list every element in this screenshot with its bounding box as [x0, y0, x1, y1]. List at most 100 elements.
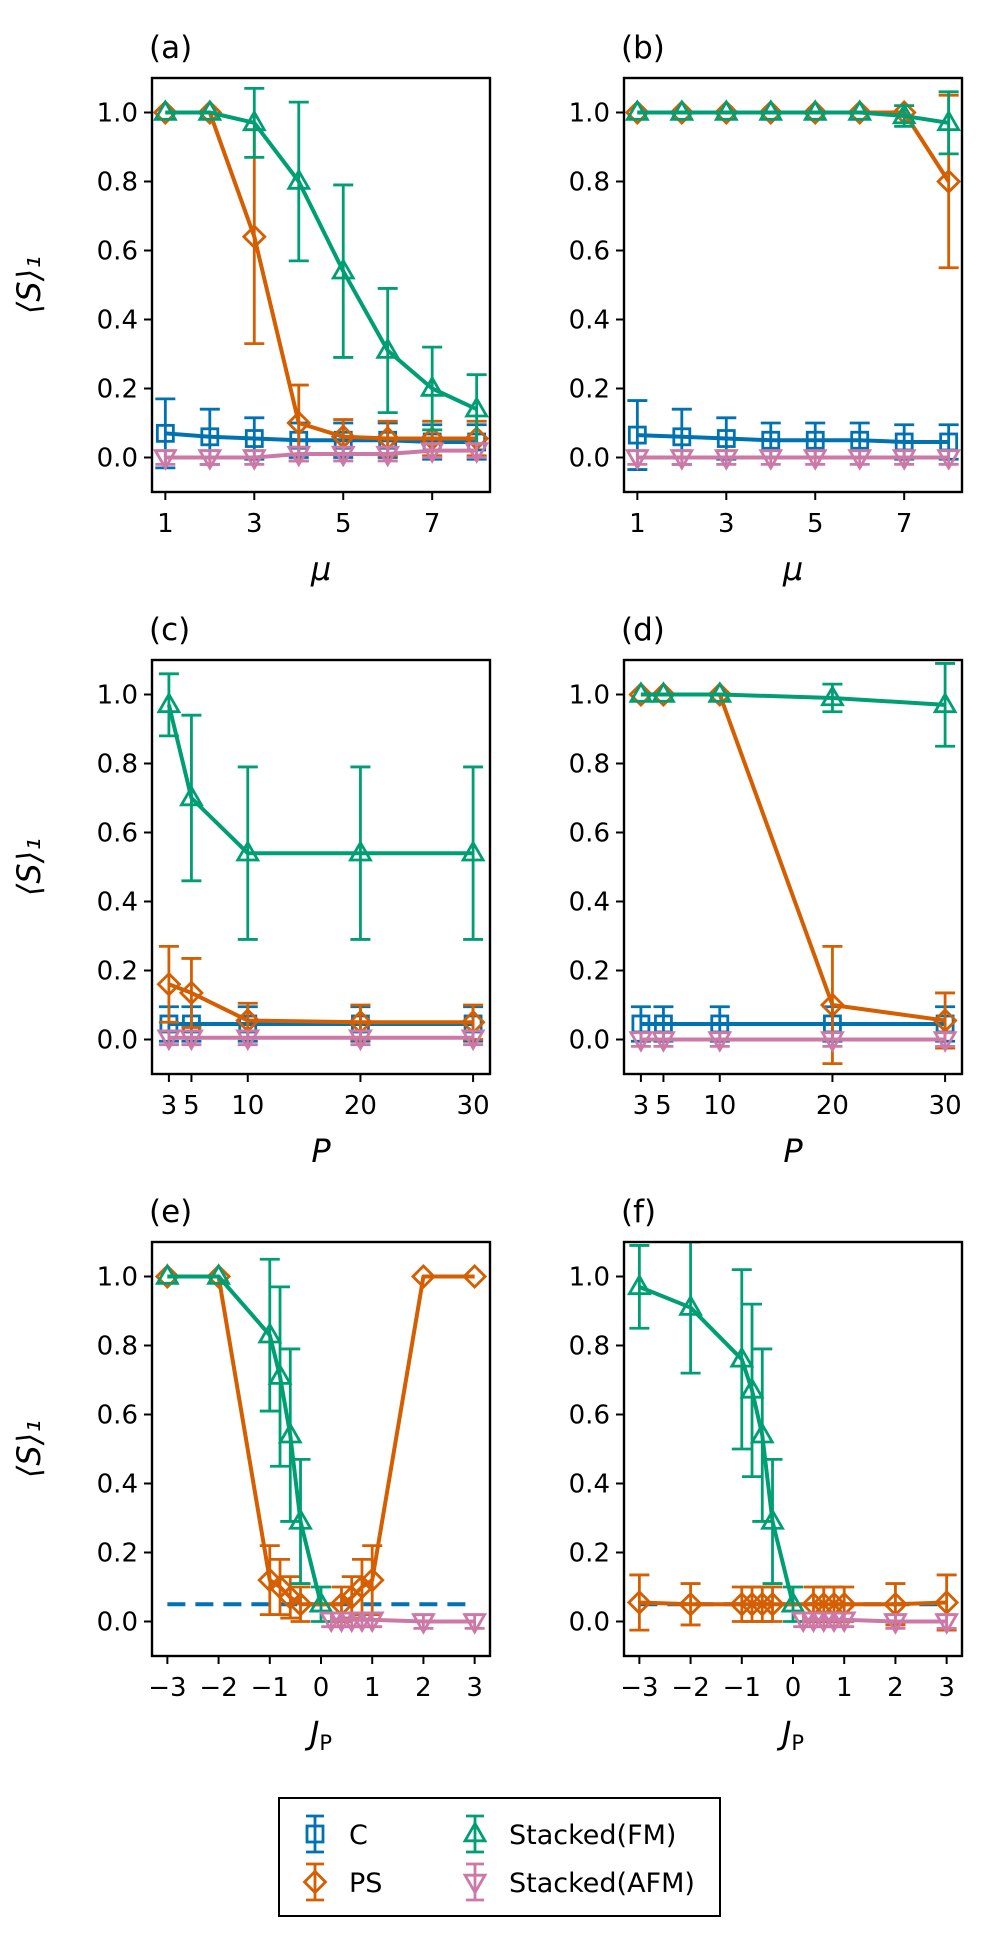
series-line-ps: [168, 982, 474, 1025]
series-c: [630, 1005, 956, 1043]
data-point-fm: [179, 784, 204, 807]
x-tick-label: 3: [161, 1091, 178, 1121]
legend-label: Stacked(FM): [509, 1820, 676, 1851]
data-point-ps: [760, 1591, 785, 1617]
x-tick-label: 0: [313, 1673, 330, 1703]
data-point-ps: [932, 1008, 958, 1034]
data-point-afm: [707, 1031, 733, 1053]
x-tick-label: 1: [629, 509, 646, 539]
x-tick-label: 5: [183, 1091, 200, 1121]
panel-label: (f): [621, 1194, 656, 1230]
y-tick-label: 0.8: [569, 1332, 610, 1362]
legend-box: [278, 1797, 721, 1917]
data-point-ps: [628, 682, 654, 707]
y-tick-label: 1.0: [569, 99, 610, 129]
series-ps: [624, 93, 962, 270]
data-point-afm: [847, 449, 873, 471]
data-point-ps: [288, 1591, 313, 1617]
chart-panel-d: (d) 0.0 0.2 0.4 0.6 0.8 1.0 3 5 10 20 30 P: [569, 612, 964, 1170]
data-point-afm: [197, 449, 223, 471]
data-point-ps: [847, 100, 873, 125]
data-point-fm: [277, 1421, 303, 1444]
x-tick-label: 1: [364, 1673, 381, 1703]
data-point-afm: [891, 449, 917, 471]
series-afm: [318, 1611, 488, 1635]
data-point-c: [155, 423, 175, 443]
data-point-ps: [286, 410, 312, 436]
data-point-fm: [330, 257, 356, 280]
data-point-ps: [257, 1567, 283, 1593]
y-tick-label: 0.0: [569, 1026, 610, 1056]
data-point-fm: [820, 684, 845, 707]
legend-marker-ps: [302, 1869, 328, 1895]
plot-area: [624, 90, 962, 471]
y-tick-label: 0.8: [97, 750, 138, 780]
data-point-fm: [152, 99, 178, 121]
series-fm: [156, 672, 486, 941]
x-tick-label: 2: [415, 1673, 432, 1703]
y-tick-label: 0.4: [569, 306, 610, 336]
series-line-c: [637, 433, 949, 444]
data-point-afm: [669, 449, 695, 471]
series-line-fm: [638, 1284, 795, 1605]
data-point-ps: [277, 1584, 303, 1610]
data-point-afm: [235, 1029, 261, 1052]
data-point-fm: [288, 1508, 313, 1530]
legend-label: PS: [349, 1868, 382, 1899]
data-point-ps: [154, 1264, 180, 1289]
data-point-afm: [628, 1031, 654, 1053]
data-point-afm: [651, 1031, 676, 1053]
data-point-afm: [241, 449, 267, 471]
y-tick-label: 0.0: [569, 1608, 610, 1638]
x-tick-label: 3: [246, 509, 263, 539]
x-axis-label: μ: [782, 550, 803, 588]
data-point-afm: [820, 1031, 845, 1053]
x-tick-label: −2: [199, 1673, 237, 1703]
data-point-fm: [669, 99, 695, 121]
legend-marker-c: [305, 1824, 325, 1844]
x-tick-label: −1: [251, 1673, 289, 1703]
y-tick-label: 0.2: [97, 1539, 138, 1569]
series-afm: [790, 1611, 960, 1635]
data-point-ps: [749, 1591, 775, 1617]
data-point-afm: [348, 1029, 373, 1052]
data-point-ps: [819, 992, 845, 1018]
data-point-fm: [749, 1421, 775, 1444]
y-tick-label: 1.0: [97, 1263, 138, 1293]
legend-label: Stacked(AFM): [509, 1868, 695, 1899]
data-point-c: [244, 429, 264, 448]
x-tick-label: 30: [457, 1091, 490, 1121]
y-tick-label: 0.6: [97, 237, 138, 267]
data-point-ps: [178, 980, 204, 1006]
legend-entry-c: C: [305, 1814, 368, 1854]
series-fm: [628, 662, 958, 748]
y-tick-label: 0.6: [569, 819, 610, 849]
data-point-afm: [152, 449, 178, 471]
data-point-fm: [932, 691, 958, 714]
y-tick-label: 1.0: [569, 681, 610, 711]
panel-label: (b): [621, 30, 665, 66]
y-tick-label: 0.8: [97, 168, 138, 198]
x-tick-label: 1: [836, 1673, 853, 1703]
data-point-c: [805, 430, 825, 450]
y-tick-label: 0.2: [569, 375, 610, 405]
y-tick-label: 0.6: [569, 1401, 610, 1431]
data-point-ps: [241, 224, 267, 250]
data-point-fm: [348, 839, 373, 862]
x-tick-label: 3: [718, 509, 735, 539]
series-line-fm: [640, 692, 946, 707]
series-ps: [154, 1264, 488, 1623]
data-point-afm: [462, 1613, 488, 1635]
data-point-fm: [780, 1590, 806, 1613]
data-point-afm: [831, 1611, 857, 1634]
data-point-fm: [729, 1345, 755, 1368]
y-tick-label: 1.0: [569, 1263, 610, 1293]
axes-frame: [622, 76, 964, 494]
data-point-fm: [286, 168, 312, 190]
data-point-fm: [460, 839, 486, 862]
axes-frame: [150, 1240, 492, 1658]
x-tick-label: −2: [671, 1673, 709, 1703]
data-point-fm: [464, 395, 490, 418]
y-tick-label: 0.4: [97, 888, 138, 918]
data-point-ps: [410, 1264, 436, 1289]
